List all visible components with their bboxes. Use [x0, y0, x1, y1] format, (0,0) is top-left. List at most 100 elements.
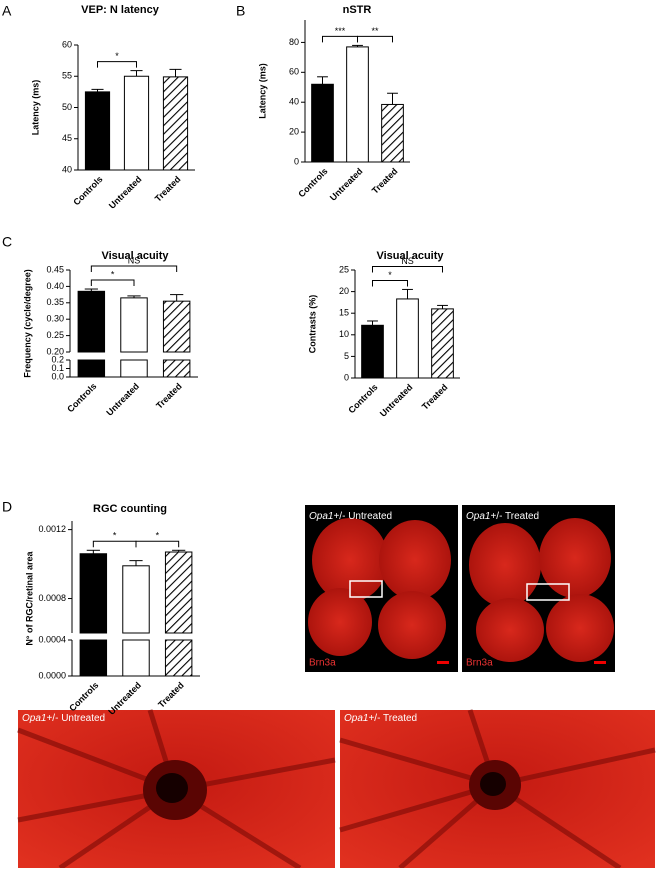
significance-label: * — [111, 269, 115, 279]
x-tick-label: Untreated — [378, 382, 415, 419]
bar — [431, 308, 454, 379]
y-tick-label: 0.30 — [46, 314, 64, 324]
y-axis-label: Latency (ms) — [30, 80, 40, 136]
zoom-image: Opa1+/- Untreated — [17, 709, 336, 871]
y-tick-label: 0.0 — [51, 371, 64, 381]
x-tick-label: Treated — [156, 680, 186, 710]
y-tick-label: 40 — [289, 97, 299, 107]
y-tick-label: 40 — [62, 164, 72, 174]
x-tick-label: Controls — [296, 166, 329, 199]
x-tick-label: Controls — [346, 382, 379, 415]
y-tick-label: 0.1 — [51, 363, 64, 373]
significance-label: NS — [128, 255, 141, 265]
y-tick-label: 10 — [339, 329, 349, 339]
y-tick-label: 0.0012 — [38, 524, 66, 534]
y-axis-label: Contrasts (%) — [307, 295, 317, 354]
bar — [79, 553, 108, 634]
y-tick-label: 80 — [289, 37, 299, 47]
x-tick-label: Treated — [370, 166, 400, 196]
x-tick-label: Treated — [153, 174, 183, 204]
chart-title: Visual acuity — [376, 250, 444, 262]
bar — [123, 75, 150, 171]
panel-label: D — [2, 499, 12, 515]
significance-label: NS — [401, 256, 414, 266]
panel-label: A — [2, 3, 12, 19]
x-tick-label: Untreated — [107, 174, 144, 211]
y-tick-label: 0.0000 — [38, 670, 66, 680]
significance-bracket — [135, 540, 180, 548]
y-tick-label: 0.0004 — [38, 634, 66, 644]
y-tick-label: 45 — [62, 133, 72, 143]
bar — [381, 103, 404, 163]
y-tick-label: 55 — [62, 71, 72, 81]
gene: Opa1 — [309, 511, 333, 522]
y-tick-label: 50 — [62, 102, 72, 112]
bar-base — [164, 639, 193, 677]
significance-bracket — [92, 540, 137, 548]
bar-base — [77, 359, 106, 378]
svg-text:Opa1+/- Treated: Opa1+/- Treated — [466, 511, 539, 522]
x-tick-label: Untreated — [104, 381, 141, 418]
significance-bracket — [372, 279, 408, 287]
y-tick-label: 0 — [344, 372, 349, 382]
bar — [346, 46, 369, 163]
y-tick-label: 15 — [339, 308, 349, 318]
y-axis-label: Frequency (cycle/degree) — [22, 269, 32, 378]
gene: Opa1 — [22, 713, 46, 724]
significance-label: * — [156, 531, 160, 541]
stain: Brn3a — [309, 658, 336, 669]
y-tick-label: 0.40 — [46, 281, 64, 291]
significance-label: * — [113, 531, 117, 541]
retina-image: Opa1+/- Treated Brn3a — [462, 505, 615, 672]
image-label: +/- Treated — [368, 713, 417, 724]
bar — [396, 298, 419, 379]
x-tick-label: Controls — [67, 680, 100, 713]
y-axis-label: Latency (ms) — [257, 63, 267, 119]
significance-label: * — [388, 270, 392, 280]
x-tick-label: Controls — [71, 174, 104, 207]
y-tick-label: 25 — [339, 264, 349, 274]
x-tick-label: Controls — [65, 381, 98, 414]
y-axis-label: N° of RGC/retinal area — [24, 550, 34, 645]
significance-bracket — [322, 35, 358, 43]
svg-text:Opa1+/- Treated: Opa1+/- Treated — [344, 713, 417, 724]
svg-text:Opa1+/- Untreated: Opa1+/- Untreated — [22, 713, 105, 724]
bar — [120, 297, 148, 353]
y-tick-label: 5 — [344, 351, 349, 361]
gene: Opa1 — [344, 713, 368, 724]
significance-label: ** — [371, 26, 379, 36]
bar — [162, 300, 191, 353]
y-tick-label: 0 — [294, 156, 299, 166]
y-tick-label: 0.35 — [46, 297, 64, 307]
panel-label: C — [2, 234, 12, 250]
panel-label: B — [236, 3, 245, 19]
y-tick-label: 0.2 — [51, 354, 64, 364]
bar — [361, 324, 384, 379]
image-label: +/- Treated — [490, 511, 539, 522]
chart-title: Visual acuity — [101, 250, 169, 262]
chart-title: nSTR — [343, 4, 372, 16]
x-tick-label: Untreated — [328, 166, 365, 203]
zoom-image: Opa1+/- Treated — [339, 709, 656, 871]
significance-bracket — [90, 265, 178, 273]
y-tick-label: 60 — [289, 67, 299, 77]
significance-label: * — [115, 51, 119, 61]
retina-image: Opa1+/- Untreated Brn3a — [305, 505, 458, 672]
chart-title: RGC counting — [93, 503, 167, 515]
svg-text:Opa1+/- Untreated: Opa1+/- Untreated — [309, 511, 392, 522]
bar — [162, 76, 189, 171]
y-tick-label: 0.25 — [46, 330, 64, 340]
significance-bracket — [357, 35, 393, 43]
y-tick-label: 0.45 — [46, 264, 64, 274]
bar-base — [79, 639, 108, 677]
x-tick-label: Treated — [420, 382, 450, 412]
image-label: +/- Untreated — [46, 713, 105, 724]
bar — [311, 83, 334, 163]
gene: Opa1 — [466, 511, 490, 522]
bar — [77, 290, 106, 353]
bar-base — [122, 639, 150, 677]
y-tick-label: 0.20 — [46, 346, 64, 356]
bar — [164, 551, 193, 634]
significance-bracket — [90, 279, 135, 287]
